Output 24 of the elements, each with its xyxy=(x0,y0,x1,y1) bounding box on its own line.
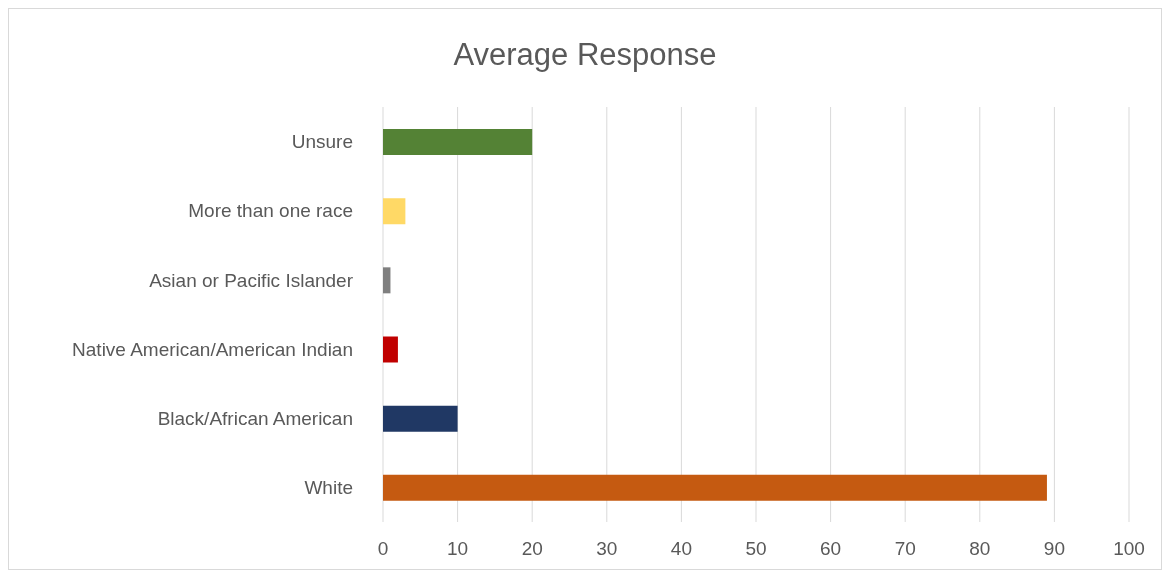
y-tick-label: Asian or Pacific Islander xyxy=(149,269,354,291)
x-tick-label: 30 xyxy=(596,538,618,560)
x-tick-label: 60 xyxy=(820,538,842,560)
y-tick-label: Unsure xyxy=(291,131,353,153)
x-tick-label: 70 xyxy=(894,538,916,560)
x-tick-label: 20 xyxy=(521,538,543,560)
y-tick-label: White xyxy=(304,477,353,499)
bar xyxy=(383,405,458,432)
chart-title: Average Response xyxy=(452,37,718,73)
x-tick-label: 40 xyxy=(670,538,692,560)
bar xyxy=(383,474,1047,501)
y-tick-label: Native American/American Indian xyxy=(72,338,353,360)
y-tick-label: More than one race xyxy=(188,200,353,222)
x-tick-label: 0 xyxy=(377,538,389,560)
x-tick-label: 10 xyxy=(447,538,469,560)
bar xyxy=(383,198,406,225)
bar xyxy=(383,129,533,155)
x-tick-label: 50 xyxy=(745,538,767,560)
x-tick-label: 90 xyxy=(1043,538,1065,560)
x-tick-label: 80 xyxy=(969,538,991,560)
bar xyxy=(383,336,398,363)
bar xyxy=(383,267,391,294)
x-tick-label: 100 xyxy=(1113,538,1145,560)
y-tick-label: Black/African American xyxy=(157,407,353,429)
